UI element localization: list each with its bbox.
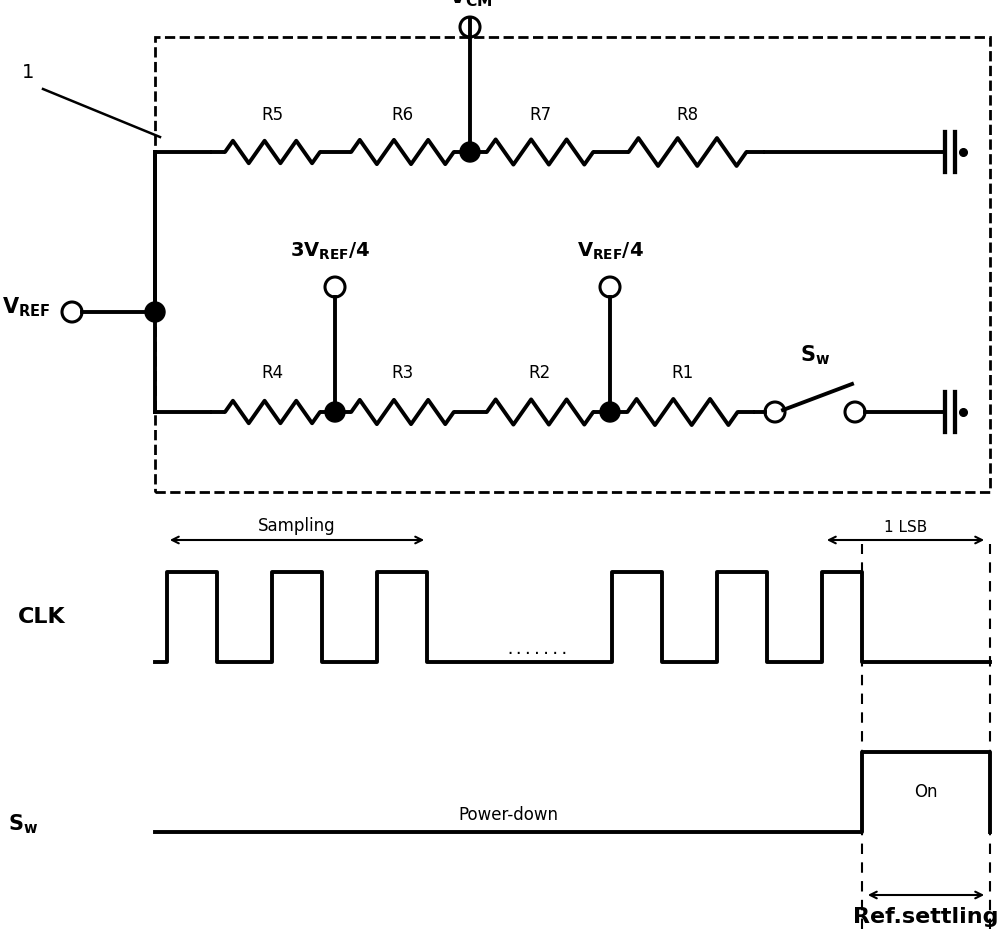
Text: Ref.settling: Ref.settling [853,907,999,927]
Text: R4: R4 [261,364,284,382]
Text: 1 LSB: 1 LSB [884,520,928,535]
Text: On: On [914,783,938,801]
Text: R3: R3 [391,364,414,382]
Text: $\mathbf{S_w}$: $\mathbf{S_w}$ [800,344,830,367]
Text: $\mathbf{S_w}$: $\mathbf{S_w}$ [8,813,38,836]
Text: R5: R5 [261,106,284,124]
Text: CLK: CLK [18,607,66,627]
Text: 1: 1 [22,63,34,81]
Circle shape [145,302,165,322]
Text: R7: R7 [529,106,551,124]
Text: $\mathbf{V_{REF}}$: $\mathbf{V_{REF}}$ [2,295,50,319]
Text: R8: R8 [676,106,699,124]
Text: $\mathbf{V_{CM}}$: $\mathbf{V_{CM}}$ [448,0,492,9]
Text: .......: ....... [505,642,569,657]
Circle shape [600,402,620,422]
Text: $\mathbf{3V_{REF}/4}$: $\mathbf{3V_{REF}/4}$ [290,241,370,262]
Text: Power-down: Power-down [458,806,558,824]
Text: R6: R6 [391,106,414,124]
Bar [155,37,990,492]
Text: R1: R1 [671,364,694,382]
Circle shape [460,142,480,162]
Text: Sampling: Sampling [258,517,336,535]
Circle shape [325,402,345,422]
Text: R2: R2 [529,364,551,382]
Text: $\mathbf{V_{REF}/4}$: $\mathbf{V_{REF}/4}$ [577,241,643,262]
